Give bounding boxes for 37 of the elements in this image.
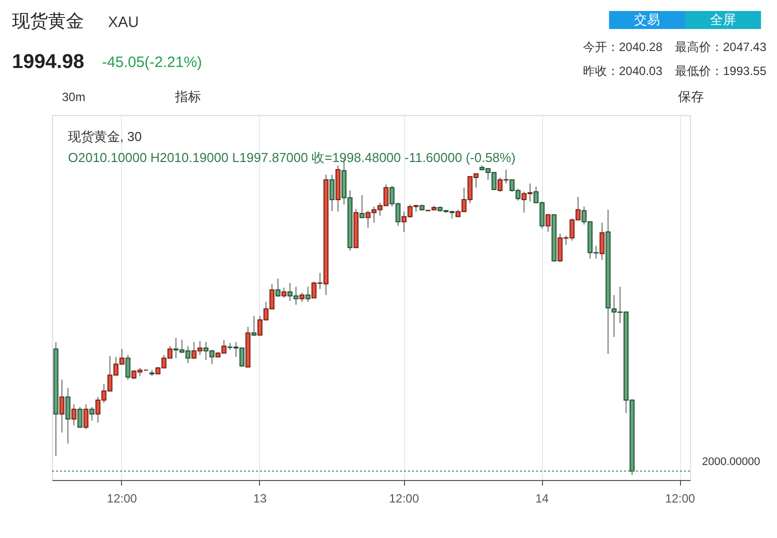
candlestick xyxy=(299,292,304,302)
candlestick xyxy=(359,194,364,218)
candlestick xyxy=(546,214,551,232)
text: 30m xyxy=(62,90,86,104)
candlestick xyxy=(275,278,280,298)
x-tick-label: 14 xyxy=(535,492,550,506)
text: 交易 xyxy=(634,12,660,27)
candlestick xyxy=(600,222,605,260)
candlestick xyxy=(251,315,256,337)
candlestick xyxy=(77,406,82,428)
candlestick xyxy=(305,286,310,302)
text: 保存 xyxy=(678,89,704,104)
chart-subtitle: XAU xyxy=(108,14,139,31)
text: 指标 xyxy=(174,89,201,104)
text: 最低价：1993.55 xyxy=(675,64,767,78)
candlestick xyxy=(125,354,130,380)
text: 今开：2040.28 xyxy=(583,40,663,54)
chart-title: 现货黄金 xyxy=(12,11,84,31)
x-tick-label: 13 xyxy=(253,492,267,506)
x-tick-label: 12:00 xyxy=(665,492,696,506)
text: -45.05(-2.21%) xyxy=(102,54,202,71)
candlestick xyxy=(71,404,76,426)
candlestick xyxy=(59,379,64,434)
text: 1994.98 xyxy=(12,51,84,73)
text: 全屏 xyxy=(710,12,736,27)
candlestick xyxy=(65,388,70,444)
text: 现货黄金, 30 xyxy=(68,129,142,144)
candlestick xyxy=(329,174,334,212)
text: 最高价：2047.43 xyxy=(675,40,767,54)
x-tick-label: 12:00 xyxy=(106,492,138,506)
candlestick xyxy=(83,404,88,430)
x-tick-label: 12:00 xyxy=(388,492,420,506)
annotation: O2010.10000 H2010.19000 L1997.87000 收=1998.48000 -11.60000 (-0.58%) xyxy=(68,150,516,165)
text: 2000.00000 xyxy=(702,456,760,468)
candlestick xyxy=(281,287,286,298)
text: 昨收：2040.03 xyxy=(583,64,663,78)
candlestick xyxy=(89,406,94,422)
